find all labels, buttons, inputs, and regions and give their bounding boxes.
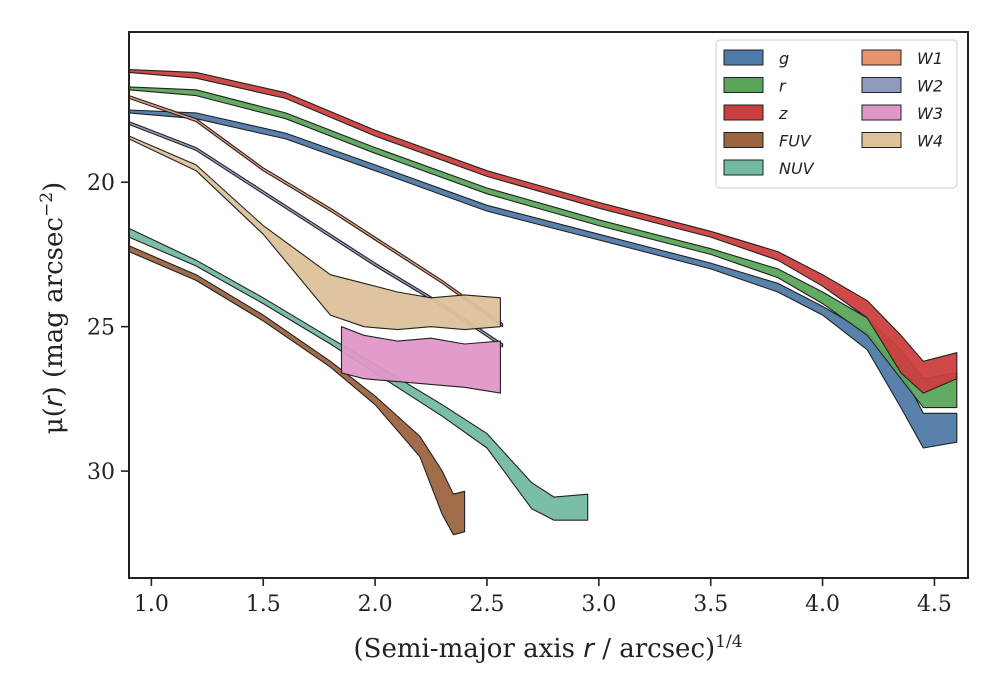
series-band-z — [128, 69, 958, 394]
legend: grz FUV NUV W1 W2 W3 W4 — [715, 39, 958, 189]
y-axis: 20 25 30 — [87, 171, 129, 485]
series-band-r — [128, 86, 958, 409]
x-tick-label: 4.0 — [805, 592, 840, 617]
legend-swatch-w1 — [861, 49, 902, 66]
y-tick-label: 30 — [87, 460, 115, 485]
legend-swatch-nuv — [723, 159, 764, 176]
x-tick-label: 3.5 — [693, 592, 728, 617]
x-tick-label: 1.0 — [134, 592, 169, 617]
y-tick-label: 20 — [87, 171, 115, 196]
legend-label-w2: W2 — [917, 77, 943, 96]
y-tick-label: 25 — [87, 316, 115, 341]
legend-label-w4: W4 — [917, 132, 943, 151]
series-layer — [128, 69, 958, 536]
x-tick-label: 4.5 — [917, 592, 952, 617]
series-band-fuv — [128, 245, 466, 536]
legend-label-g: g — [779, 49, 789, 68]
x-tick-label: 1.5 — [246, 592, 281, 617]
y-axis-label: μ(r) (mag arcsec−2) — [37, 182, 69, 434]
series-band-w3 — [340, 326, 501, 394]
legend-label-r: r — [779, 77, 787, 96]
x-axis-label: (Semi-major axis r / arcsec)1/4 — [353, 632, 742, 664]
x-tick-label: 3.0 — [581, 592, 616, 617]
legend-swatch-w3 — [861, 104, 902, 121]
legend-swatch-g — [723, 49, 764, 66]
legend-swatch-fuv — [723, 132, 764, 148]
x-tick-label: 2.5 — [469, 592, 504, 617]
series-band-w4 — [128, 135, 501, 331]
series-band-w1 — [128, 95, 504, 328]
x-tick-label: 2.0 — [358, 592, 393, 617]
x-axis: 1.0 1.5 2.0 2.5 3.0 3.5 4.0 4.5 — [134, 578, 952, 617]
legend-label-nuv: NUV — [779, 159, 815, 178]
series-band-w2 — [128, 121, 504, 348]
legend-swatch-z — [723, 104, 764, 121]
legend-label-w3: W3 — [917, 104, 943, 123]
legend-swatch-r — [723, 77, 764, 93]
legend-label-fuv: FUV — [779, 132, 812, 151]
legend-swatch-w4 — [861, 132, 902, 148]
series-band-g — [128, 109, 958, 449]
legend-label-w1: W1 — [917, 49, 943, 68]
legend-label-z: z — [778, 104, 788, 123]
legend-swatch-w2 — [861, 77, 902, 93]
plot-frame — [128, 31, 969, 579]
